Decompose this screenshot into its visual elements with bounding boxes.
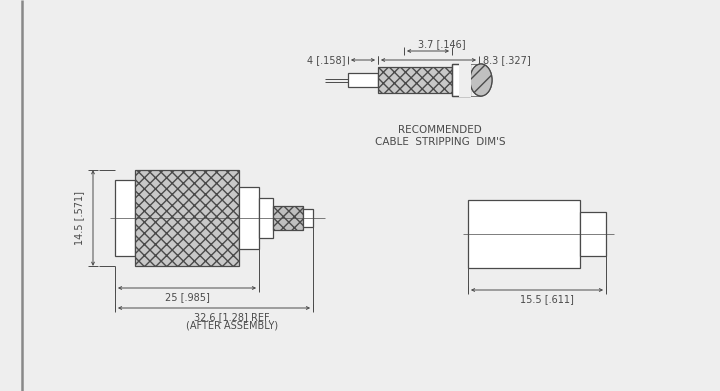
Bar <box>115 180 135 256</box>
Bar <box>239 187 259 249</box>
Text: CABLE  STRIPPING  DIM'S: CABLE STRIPPING DIM'S <box>374 137 505 147</box>
Text: 8.3 [.327]: 8.3 [.327] <box>483 55 531 65</box>
Bar <box>348 73 378 87</box>
Bar <box>135 170 239 266</box>
Text: 25 [.985]: 25 [.985] <box>165 292 210 302</box>
Bar <box>459 63 471 97</box>
Bar <box>259 198 273 238</box>
Text: 15.5 [.611]: 15.5 [.611] <box>520 294 574 304</box>
Bar <box>303 209 313 227</box>
Text: 32.6 [1.28] REF.: 32.6 [1.28] REF. <box>194 312 271 322</box>
Text: 14.5 [.571]: 14.5 [.571] <box>74 191 84 245</box>
Bar <box>580 212 606 256</box>
Ellipse shape <box>470 64 492 96</box>
Text: (AFTER ASSEMBLY): (AFTER ASSEMBLY) <box>186 321 278 331</box>
Ellipse shape <box>470 64 492 96</box>
Text: 3.7 [.146]: 3.7 [.146] <box>418 39 466 49</box>
Bar <box>468 200 580 268</box>
Bar <box>273 206 303 230</box>
Bar <box>378 67 452 93</box>
Bar <box>452 64 470 96</box>
Text: 4 [.158]: 4 [.158] <box>307 55 346 65</box>
Text: RECOMMENDED: RECOMMENDED <box>398 125 482 135</box>
